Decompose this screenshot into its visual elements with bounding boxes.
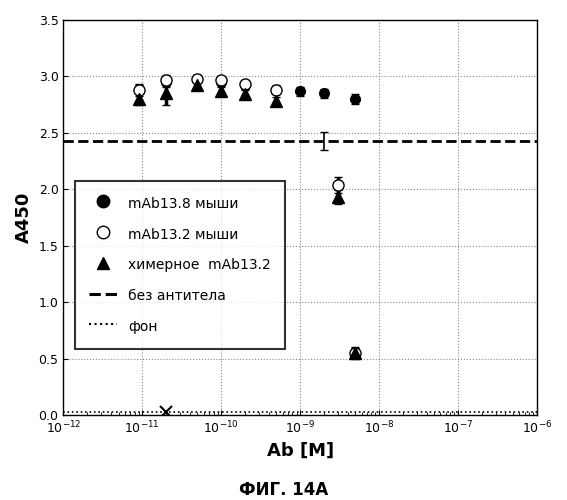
Text: ФИГ. 14А: ФИГ. 14А bbox=[239, 481, 328, 499]
X-axis label: Ab [M]: Ab [M] bbox=[266, 442, 334, 460]
Y-axis label: A450: A450 bbox=[15, 192, 33, 243]
Legend: mAb13.8 мыши, mAb13.2 мыши, химерное  mAb13.2, без антитела, фон: mAb13.8 мыши, mAb13.2 мыши, химерное mAb… bbox=[75, 180, 285, 349]
